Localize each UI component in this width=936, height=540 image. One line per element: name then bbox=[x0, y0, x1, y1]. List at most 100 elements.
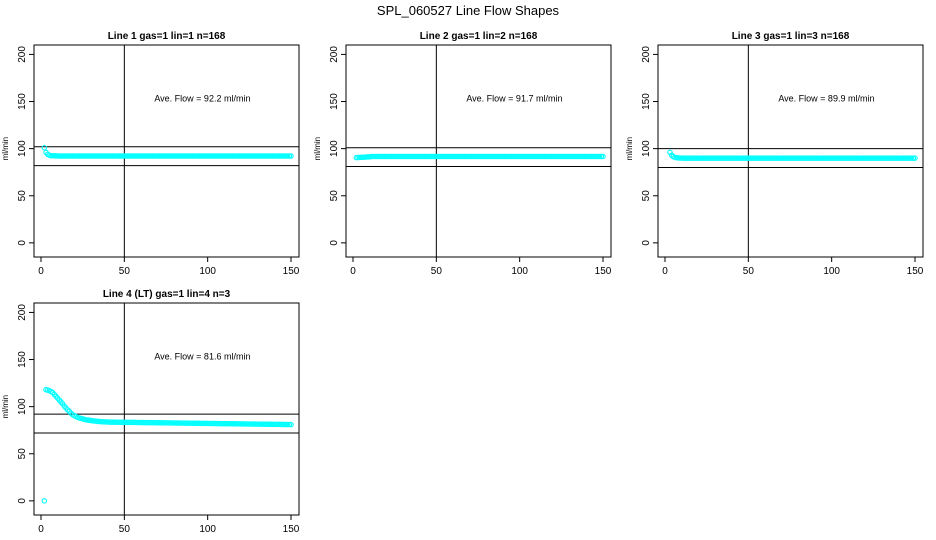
data-point bbox=[276, 153, 283, 159]
data-point bbox=[738, 155, 745, 161]
data-point bbox=[69, 153, 76, 159]
data-point bbox=[66, 153, 73, 159]
data-point bbox=[546, 153, 553, 160]
data-point bbox=[214, 153, 221, 159]
data-point bbox=[486, 153, 493, 160]
data-point bbox=[837, 155, 843, 161]
x-tick-label: 50 bbox=[119, 524, 131, 535]
data-point bbox=[263, 153, 269, 159]
data-point bbox=[288, 153, 294, 159]
data-point bbox=[410, 153, 416, 160]
data-point bbox=[114, 153, 121, 159]
data-point bbox=[244, 153, 251, 159]
data-point bbox=[596, 153, 603, 160]
data-point bbox=[249, 153, 256, 159]
ave-flow-annotation: Ave. Flow = 91.7 ml/min bbox=[466, 94, 562, 104]
figure-title: SPL_060527 Line Flow Shapes bbox=[377, 3, 560, 18]
y-tick-label: 200 bbox=[17, 46, 28, 63]
data-point bbox=[159, 153, 166, 159]
data-point bbox=[171, 153, 178, 159]
data-point bbox=[593, 153, 600, 160]
data-point bbox=[248, 153, 254, 159]
data-point bbox=[223, 153, 229, 159]
data-point bbox=[760, 155, 767, 161]
data-point bbox=[174, 153, 181, 159]
data-point bbox=[133, 153, 139, 159]
data-point bbox=[768, 155, 775, 161]
data-point bbox=[376, 153, 383, 160]
data-point bbox=[797, 155, 803, 161]
data-point bbox=[158, 153, 164, 159]
data-point bbox=[435, 153, 441, 160]
data-point bbox=[144, 153, 151, 159]
data-point bbox=[281, 153, 288, 159]
y-tick-label: 0 bbox=[641, 240, 652, 246]
data-point bbox=[728, 155, 735, 161]
data-point bbox=[456, 153, 463, 160]
data-point bbox=[788, 155, 795, 161]
data-point bbox=[581, 153, 588, 160]
data-point bbox=[79, 153, 86, 159]
data-point bbox=[96, 153, 103, 159]
data-point bbox=[872, 155, 878, 161]
data-point bbox=[533, 153, 540, 160]
data-point bbox=[528, 153, 535, 160]
data-point bbox=[86, 153, 93, 159]
data-point bbox=[862, 155, 868, 161]
data-point bbox=[123, 153, 129, 159]
data-point bbox=[823, 155, 830, 161]
data-point bbox=[388, 153, 395, 160]
plot-frame bbox=[345, 44, 612, 258]
y-axis-label: ml/min bbox=[1, 137, 10, 161]
y-tick-label: 0 bbox=[329, 240, 340, 246]
data-point bbox=[732, 155, 738, 161]
data-point bbox=[553, 153, 560, 160]
data-point bbox=[578, 153, 585, 160]
data-point bbox=[218, 153, 224, 159]
data-point bbox=[380, 153, 386, 160]
data-point bbox=[877, 155, 883, 161]
data-point bbox=[148, 153, 154, 159]
data-point bbox=[818, 155, 825, 161]
data-point bbox=[193, 153, 199, 159]
data-point bbox=[495, 153, 501, 160]
data-point bbox=[129, 153, 136, 159]
data-point bbox=[777, 155, 783, 161]
data-point bbox=[413, 153, 420, 160]
data-point bbox=[198, 153, 204, 159]
x-tick-label: 150 bbox=[283, 524, 300, 535]
chart-title: Line 4 (LT) gas=1 lin=4 n=3 bbox=[103, 289, 231, 300]
data-point bbox=[396, 153, 403, 160]
data-point bbox=[868, 155, 875, 161]
data-point bbox=[510, 153, 516, 160]
data-point bbox=[41, 144, 48, 151]
data-point bbox=[481, 153, 488, 160]
data-point bbox=[103, 153, 109, 159]
y-tick-label: 50 bbox=[17, 190, 28, 202]
data-point bbox=[705, 155, 712, 161]
data-point bbox=[106, 153, 113, 159]
data-point bbox=[76, 153, 83, 159]
data-point bbox=[226, 153, 233, 159]
data-point bbox=[196, 153, 203, 159]
data-point bbox=[563, 153, 570, 160]
data-point bbox=[368, 153, 375, 160]
data-point bbox=[470, 153, 476, 160]
data-point bbox=[440, 153, 446, 160]
data-point bbox=[391, 153, 398, 160]
data-point bbox=[755, 155, 762, 161]
data-point bbox=[370, 153, 376, 160]
data-point bbox=[865, 155, 872, 161]
data-point bbox=[516, 153, 523, 160]
data-point bbox=[485, 153, 491, 160]
data-point bbox=[121, 153, 128, 159]
data-point bbox=[168, 153, 174, 159]
data-point bbox=[588, 153, 595, 160]
data-point bbox=[279, 153, 286, 159]
data-points bbox=[353, 153, 606, 161]
data-point bbox=[176, 153, 183, 159]
data-point bbox=[475, 153, 481, 160]
data-point bbox=[887, 155, 893, 161]
data-point bbox=[416, 153, 423, 160]
chart-panel-3: Line 3 gas=1 lin=3 n=168 0 50 100 150 0 50 100 1… bbox=[625, 31, 924, 277]
